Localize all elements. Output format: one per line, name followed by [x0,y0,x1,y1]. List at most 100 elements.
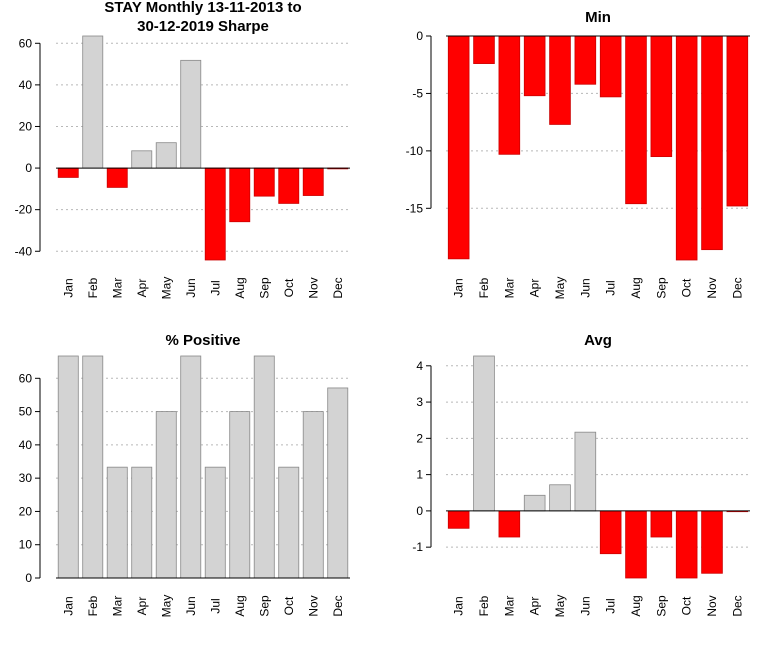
bar-oct [278,167,300,204]
bar-oct [675,35,698,261]
x-tick-label: May [553,277,567,300]
y-tick-label: 30 [19,471,33,485]
y-tick-label: 0 [25,161,32,175]
bar-jul [204,167,226,261]
bar-apr [523,35,546,97]
x-tick-label: Sep [257,595,271,617]
y-tick-label: 2 [416,431,423,445]
chart-panel-4: Avg 4 3 2 1 0 -1 Jan Feb Mar Apr May Jun Jul Aug Sep Oct… [412,332,750,617]
x-tick-label: Mar [110,596,124,617]
y-tick-label: -20 [15,203,33,217]
bar-feb [473,35,495,64]
x-tick-label: Nov [705,595,719,616]
x-tick-label: Nov [705,277,719,298]
chart-panel-1: STAY Monthly 13-11-2013 to 30-12-2019 Sha… [15,0,350,299]
bar-jan [447,510,470,529]
y-tick-label: -10 [406,144,424,158]
bar-sep [650,510,673,538]
x-tick-label: Dec [730,277,744,298]
x-tick-label: Mar [502,596,516,617]
chart-title: Avg [584,332,612,349]
chart-title: % Positive [165,332,240,349]
x-tick-label: Sep [654,595,668,617]
x-tick-label: Aug [629,595,643,616]
bar-jan [57,167,79,178]
y-tick-label: 60 [19,36,33,50]
bar-feb [82,35,104,169]
x-tick-label: Jul [604,280,618,295]
bar-mar [106,167,128,188]
y-tick-label: 0 [25,571,32,585]
bar-dec [726,35,749,207]
bar-mar [498,35,521,155]
y-tick-label: -1 [412,540,423,554]
bar-nov [302,167,324,196]
y-tick-label: 40 [19,438,33,452]
bar-jul [599,510,622,555]
bar-jul [204,466,226,579]
bar-oct [675,510,698,579]
bar-apr [131,150,153,169]
x-tick-label: Apr [528,597,542,616]
x-tick-label: Oct [282,596,296,615]
x-tick-label: Jun [184,596,198,615]
x-tick-label: Jun [578,596,592,615]
bar-jun [180,59,202,169]
x-tick-label: Nov [306,277,320,298]
x-tick-label: Dec [331,595,345,616]
y-tick-label: 20 [19,504,33,518]
y-tick-label: 60 [19,371,33,385]
chart-panel-2: Min 0 -5 -10 -15 Jan Feb Mar Apr May Jun Jul Aug Sep O… [406,9,750,299]
bar-apr [523,494,546,512]
bar-jun [574,431,597,512]
x-tick-label: Oct [680,278,694,297]
bar-jul [599,35,622,98]
bar-sep [253,167,275,197]
bar-sep [650,35,673,158]
bar-may [549,484,571,512]
bar-aug [229,411,251,579]
x-tick-label: Jul [604,598,618,613]
y-tick-label: 0 [416,29,423,43]
x-tick-label: Nov [306,595,320,616]
x-tick-label: May [159,595,173,618]
y-tick-label: 1 [416,468,423,482]
x-tick-label: Aug [233,277,247,298]
bar-may [155,142,177,169]
x-tick-label: May [159,277,173,300]
bar-nov [701,510,723,574]
bar-may [549,35,571,125]
y-tick-label: 20 [19,119,33,133]
x-tick-label: Mar [502,278,516,299]
bar-dec [327,387,349,579]
x-tick-label: Jul [208,598,222,613]
bar-feb [473,355,495,512]
y-tick-label: -40 [15,244,33,258]
chart-title: 30-12-2019 Sharpe [137,18,269,35]
y-tick-label: 10 [19,538,33,552]
bar-aug [625,510,647,579]
x-tick-label: Feb [86,277,100,298]
x-tick-label: Aug [233,595,247,616]
x-tick-label: Jan [452,278,466,297]
bar-aug [625,35,647,205]
y-tick-label: 40 [19,78,33,92]
x-tick-label: Oct [680,596,694,615]
bar-sep [253,355,275,579]
x-tick-label: Aug [629,277,643,298]
bar-feb [82,355,104,579]
bar-apr [131,466,153,579]
chart-title: Min [585,9,611,26]
bar-may [155,411,177,579]
y-tick-label: 3 [416,395,423,409]
bar-jun [574,35,597,85]
bar-aug [229,167,251,223]
x-tick-label: Apr [135,279,149,298]
x-tick-label: Jun [184,278,198,297]
x-tick-label: Dec [730,595,744,616]
bar-jan [447,35,470,260]
bar-mar [498,510,521,538]
x-tick-label: Sep [257,277,271,299]
